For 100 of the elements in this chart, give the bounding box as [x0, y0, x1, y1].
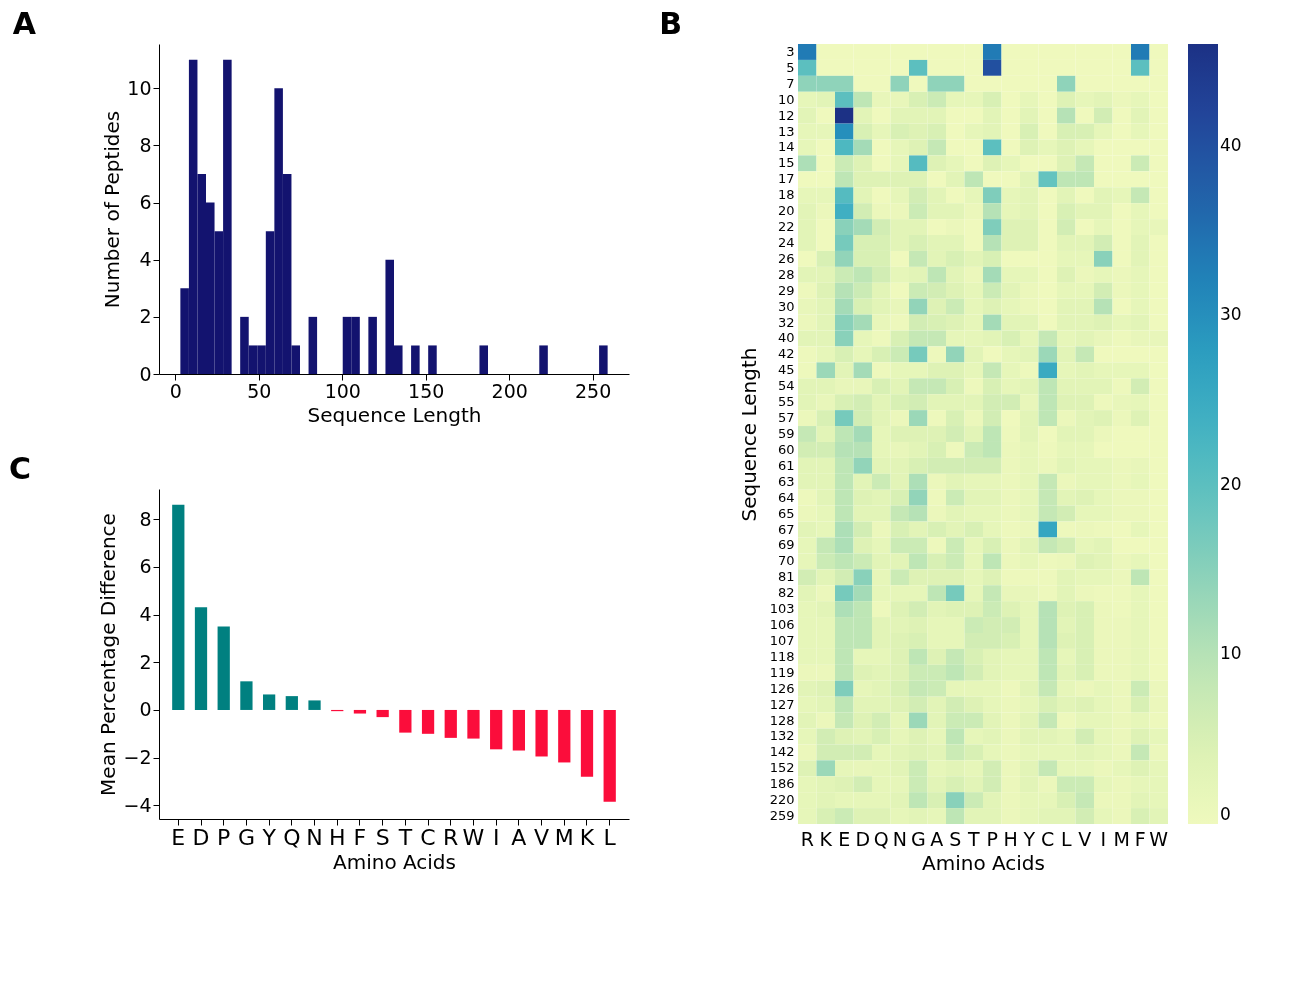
y-tick-label: 7 — [786, 75, 795, 91]
x-tick-label: V — [534, 824, 550, 850]
x-tick-label: 200 — [491, 379, 528, 402]
y-tick-label: 6 — [139, 191, 152, 214]
y-axis-title: Number of Peptides — [100, 110, 125, 309]
y-tick-label: 14 — [777, 139, 795, 155]
bar — [444, 709, 457, 738]
bar — [512, 709, 526, 751]
x-tick-label: R — [443, 824, 459, 850]
y-tick-label: 103 — [769, 601, 795, 617]
y-tick-label: 42 — [777, 346, 795, 362]
y-tick-label: 0 — [139, 362, 152, 385]
bar — [580, 709, 594, 777]
x-tick-label: R — [800, 827, 814, 850]
y-tick-label: 65 — [777, 505, 795, 521]
y-tick-label: 259 — [769, 808, 795, 824]
bar — [421, 709, 435, 734]
y-tick-label: 152 — [769, 760, 795, 776]
y-tick-label: 54 — [777, 378, 795, 394]
y-tick-label: 57 — [777, 410, 795, 426]
y-tick-label: 2 — [139, 650, 152, 673]
x-tick-label: T — [966, 827, 980, 850]
bar — [194, 607, 208, 710]
y-tick-label: 0 — [139, 698, 152, 721]
bar — [376, 709, 389, 718]
y-tick-label: 82 — [777, 585, 795, 601]
y-tick-label: 15 — [777, 155, 795, 171]
y-tick-label: 70 — [777, 553, 795, 569]
y-tick-label: 13 — [777, 123, 795, 139]
y-tick-label: 142 — [769, 744, 795, 760]
y-tick-label: 81 — [777, 569, 795, 585]
y-tick-label: 63 — [777, 473, 795, 489]
x-tick-label: F — [1134, 827, 1146, 850]
bar — [353, 709, 367, 714]
x-tick-label: M — [1113, 827, 1130, 850]
chart-title: A — [12, 6, 37, 41]
x-tick-label: L — [603, 824, 617, 850]
x-tick-label: H — [1003, 827, 1018, 850]
y-tick-label: 24 — [777, 234, 795, 250]
x-tick-label: 150 — [408, 379, 445, 402]
x-tick-label: N — [306, 824, 323, 850]
y-tick-label: 40 — [777, 330, 795, 346]
y-tick-label: 10 — [127, 76, 152, 99]
chart-title: C — [8, 451, 32, 486]
y-tick-label: 10 — [777, 91, 795, 107]
color-bar-label: 20 — [1220, 473, 1242, 494]
x-tick-label: Q — [873, 827, 889, 850]
y-axis-title: Sequence Length — [736, 347, 761, 522]
x-tick-label: G — [910, 827, 926, 850]
y-tick-label: 59 — [777, 426, 795, 441]
y-tick-label: 18 — [777, 187, 795, 203]
y-tick-label: 20 — [777, 203, 795, 219]
y-axis-title: Mean Percentage Difference — [96, 513, 121, 796]
bar — [558, 709, 571, 763]
y-tick-label: 60 — [777, 441, 795, 457]
x-tick-label: 100 — [324, 379, 361, 402]
y-tick-label: 26 — [777, 250, 795, 266]
y-tick-label: 186 — [769, 776, 795, 792]
x-tick-label: V — [1078, 827, 1092, 850]
color-bar-label: 10 — [1220, 643, 1242, 664]
bar — [603, 709, 616, 802]
x-tick-label: D — [855, 827, 871, 850]
y-tick-label: 8 — [139, 133, 152, 156]
x-tick-label: L — [1060, 827, 1072, 850]
x-axis-title: Amino Acids — [922, 850, 1045, 875]
y-tick-label: 22 — [777, 219, 795, 235]
y-tick-label: 55 — [777, 394, 795, 410]
y-tick-label: 45 — [777, 362, 795, 378]
x-tick-label: I — [1100, 827, 1107, 850]
x-tick-label: 250 — [574, 379, 612, 402]
x-tick-label: K — [579, 824, 595, 850]
y-tick-label: −4 — [123, 793, 152, 816]
y-tick-label: 12 — [777, 107, 795, 123]
y-tick-label: 67 — [777, 521, 795, 537]
y-tick-label: 4 — [139, 603, 152, 626]
x-tick-label: Q — [283, 824, 301, 850]
y-tick-label: 128 — [769, 712, 795, 728]
x-axis-title: Amino Acids — [333, 849, 456, 874]
y-tick-label: −2 — [123, 746, 152, 769]
y-tick-label: 64 — [777, 489, 795, 505]
bar — [240, 681, 253, 710]
bar — [467, 709, 480, 739]
bar — [399, 709, 412, 733]
bar — [535, 709, 548, 757]
bar — [217, 626, 230, 710]
x-tick-label: P — [217, 824, 231, 850]
color-bar-label: 40 — [1220, 134, 1242, 155]
x-tick-label: Y — [1022, 827, 1036, 850]
color-bar-label: 30 — [1220, 304, 1242, 325]
x-tick-label: M — [554, 824, 574, 850]
y-tick-label: 119 — [769, 664, 795, 680]
x-tick-label: P — [986, 827, 998, 850]
bar — [490, 709, 503, 750]
y-tick-label: 4 — [139, 248, 152, 271]
x-tick-label: K — [819, 827, 833, 850]
x-tick-label: S — [375, 824, 390, 850]
bar — [308, 700, 321, 710]
y-tick-label: 2 — [139, 305, 152, 328]
y-tick-label: 30 — [777, 298, 795, 314]
x-tick-label: E — [838, 827, 851, 850]
